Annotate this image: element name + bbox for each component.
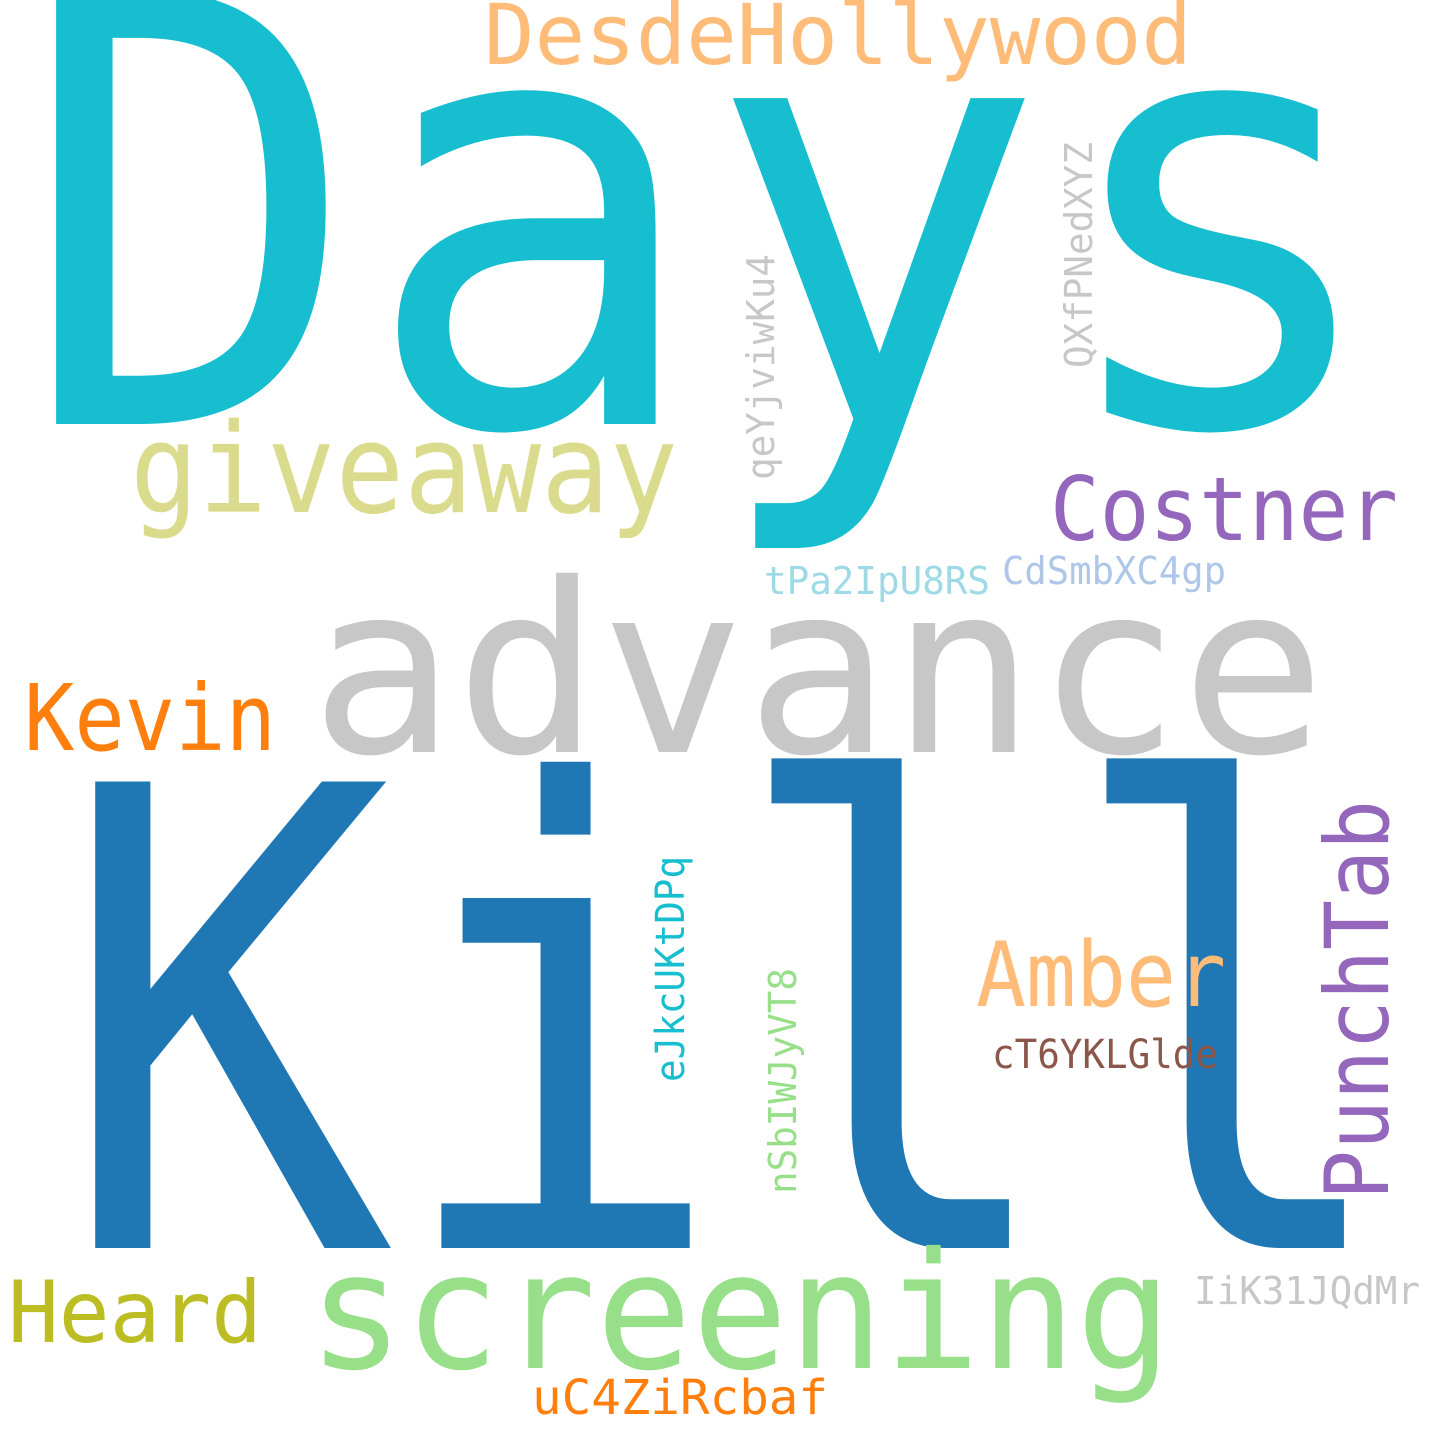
word-nsbiwjyvt8: nSbIWJyVT8 (761, 968, 805, 1194)
word-screening: screening (308, 1219, 1172, 1407)
word-heard: Heard (8, 1263, 262, 1363)
word-ejkcuktdpq: eJkcUKtDPq (648, 856, 694, 1082)
word-kevin: Kevin (24, 665, 276, 772)
word-amber: Amber (976, 923, 1226, 1028)
word-desdehollywood: DesdeHollywood (484, 0, 1192, 84)
word-punchtab: PunchTab (1306, 800, 1409, 1200)
word-uc4zircbaf: uC4ZiRcbaf (532, 1370, 828, 1426)
word-iik31jqdmr: IiK31JQdMr (1194, 1269, 1420, 1313)
word-tpa2ipu8rs: tPa2IpU8RS (764, 559, 990, 603)
word-kill: Kill (58, 654, 1398, 1399)
word-days: Days (18, 0, 1390, 565)
word-advance: advance (310, 533, 1326, 808)
word-cdsmbxc4gp: CdSmbXC4gp (1002, 549, 1226, 593)
word-qeyjviwku4: qeYjviwKu4 (739, 254, 783, 480)
word-qxfpnedxyz: QXfPNedXYZ (1057, 142, 1101, 368)
word-costner: Costner (1050, 458, 1398, 561)
word-giveaway: giveaway (130, 398, 678, 542)
word-ct6yklglde: cT6YKLGlde (992, 1032, 1218, 1078)
